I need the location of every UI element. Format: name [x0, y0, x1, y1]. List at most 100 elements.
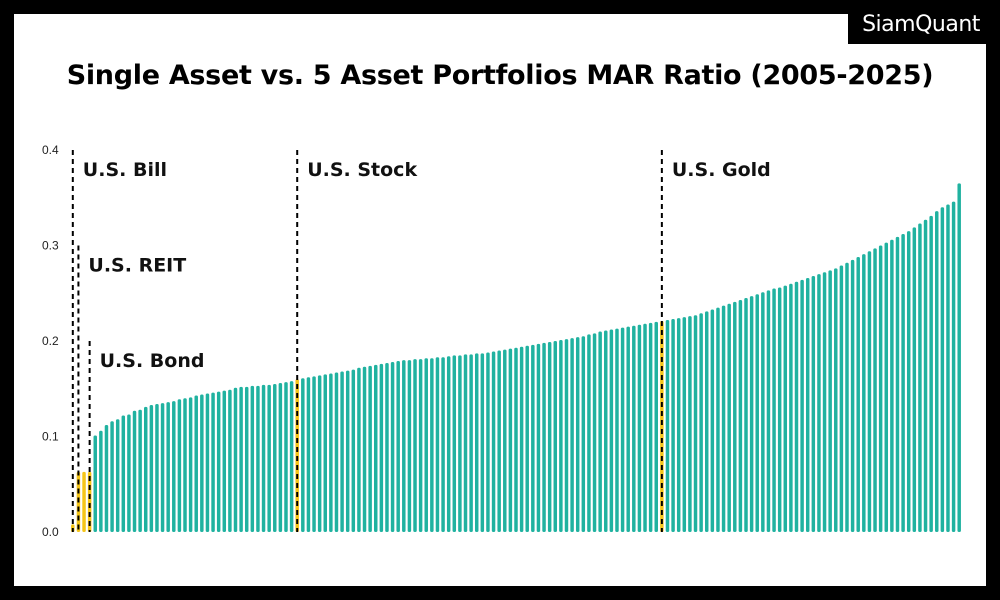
portfolio-bar — [407, 360, 412, 532]
asset-annotation-label: U.S. Bond — [100, 350, 205, 372]
portfolio-bar — [643, 323, 647, 532]
portfolio-bar — [912, 227, 917, 533]
portfolio-bar — [177, 399, 182, 532]
portfolio-bar — [671, 319, 675, 532]
portfolio-bar — [559, 340, 563, 532]
portfolio-bar — [334, 372, 339, 532]
portfolio-bar — [777, 287, 782, 532]
portfolio-bar — [531, 344, 535, 532]
portfolio-bar — [817, 274, 821, 532]
bar-series — [71, 183, 961, 533]
single-asset-bar — [660, 320, 664, 532]
portfolio-bar — [800, 279, 804, 532]
portfolio-bar — [744, 298, 748, 532]
portfolio-bar — [783, 285, 788, 532]
portfolio-bar — [211, 392, 215, 532]
portfolio-bar — [525, 345, 529, 532]
portfolio-bar — [884, 242, 889, 532]
portfolio-bar — [104, 425, 109, 532]
portfolio-bar — [183, 398, 187, 532]
portfolio-bar — [317, 375, 322, 532]
portfolio-bar — [654, 321, 658, 532]
portfolio-bar — [374, 364, 378, 533]
portfolio-bar — [772, 288, 776, 532]
portfolio-bar — [710, 309, 715, 532]
portfolio-bar — [850, 259, 855, 532]
portfolio-bar — [604, 330, 608, 532]
portfolio-bar — [155, 404, 159, 532]
portfolio-bar — [474, 353, 479, 532]
portfolio-bar — [93, 435, 97, 532]
portfolio-bar — [469, 354, 473, 532]
portfolio-bar — [867, 251, 872, 533]
portfolio-bar — [458, 355, 462, 532]
portfolio-bar — [929, 215, 933, 532]
portfolio-bar — [497, 350, 501, 532]
portfolio-bar — [402, 360, 406, 532]
portfolio-bar — [396, 361, 400, 532]
portfolio-bar — [705, 311, 709, 532]
portfolio-bar — [256, 385, 260, 532]
portfolio-bar — [345, 370, 350, 532]
y-tick-label: 0.4 — [42, 143, 59, 157]
portfolio-bar — [632, 325, 636, 532]
portfolio-bar — [789, 283, 793, 532]
portfolio-bar — [435, 357, 440, 532]
portfolio-bar — [895, 236, 900, 532]
portfolio-bar — [261, 384, 266, 532]
asset-annotation-label: U.S. REIT — [88, 255, 186, 277]
asset-annotation-label: U.S. Bill — [83, 159, 167, 181]
portfolio-bar — [856, 256, 860, 532]
portfolio-bar — [615, 328, 619, 532]
portfolio-bar — [794, 281, 799, 532]
y-axis: 0.0 0.1 0.2 0.3 0.4 — [42, 143, 59, 539]
portfolio-bar — [166, 402, 170, 532]
portfolio-bar — [216, 391, 221, 532]
portfolio-bar — [766, 290, 771, 532]
portfolio-bar — [99, 430, 103, 532]
portfolio-bar — [570, 338, 574, 532]
portfolio-bar — [935, 211, 939, 532]
portfolio-bar — [822, 272, 827, 532]
portfolio-bar — [514, 347, 518, 532]
portfolio-bar — [390, 362, 395, 532]
portfolio-bar — [491, 351, 496, 532]
portfolio-bar — [676, 318, 681, 532]
brand-logo: SiamQuant — [848, 6, 994, 44]
portfolio-bar — [418, 359, 423, 532]
portfolio-bar — [581, 336, 586, 532]
portfolio-bar — [805, 277, 810, 532]
portfolio-bar — [172, 401, 176, 532]
portfolio-bar — [284, 382, 288, 532]
portfolio-bar — [323, 374, 327, 532]
portfolio-bar — [665, 319, 670, 532]
portfolio-bar — [138, 409, 142, 532]
portfolio-bar — [733, 301, 737, 532]
portfolio-bar — [940, 207, 945, 533]
portfolio-bar — [878, 245, 883, 532]
portfolio-bar — [839, 265, 844, 532]
portfolio-bar — [329, 373, 333, 532]
portfolio-bar — [918, 223, 922, 533]
portfolio-bar — [312, 376, 316, 532]
portfolio-bar — [721, 305, 726, 532]
portfolio-bar — [273, 383, 277, 532]
portfolio-bar — [188, 397, 193, 532]
portfolio-bar — [761, 292, 765, 532]
portfolio-bar — [716, 307, 720, 532]
single-asset-bar — [82, 471, 86, 532]
portfolio-bar — [957, 183, 961, 532]
portfolio-bar — [946, 204, 950, 532]
portfolio-bar — [368, 365, 372, 532]
portfolio-bar — [834, 268, 838, 532]
portfolio-bar — [385, 362, 389, 532]
portfolio-bar — [413, 359, 417, 532]
portfolio-bar — [648, 322, 653, 532]
portfolio-bar — [727, 303, 731, 532]
portfolio-bar — [200, 394, 204, 532]
portfolio-bar — [357, 367, 361, 532]
portfolio-bar — [379, 363, 384, 532]
portfolio-bar — [194, 395, 198, 532]
portfolio-bar — [542, 342, 546, 532]
portfolio-bar — [424, 358, 428, 532]
